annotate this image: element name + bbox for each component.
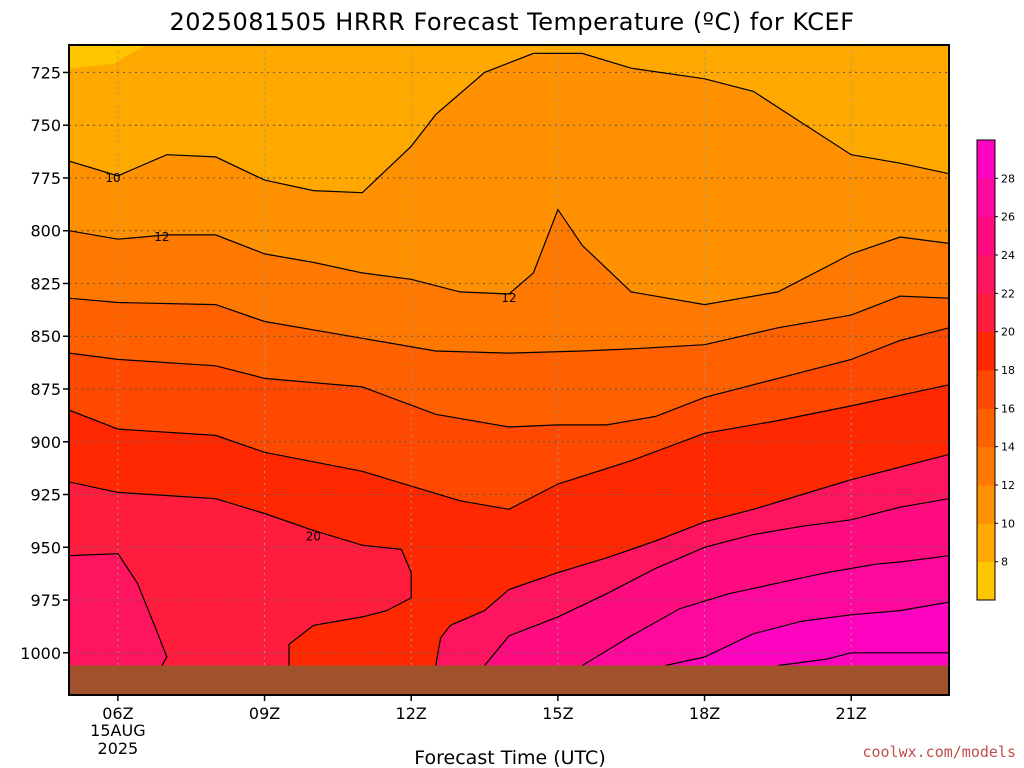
band-fill-8-10-top xyxy=(69,45,949,193)
colorbar-segment xyxy=(977,216,995,256)
credit-text: coolwx.com/models xyxy=(862,743,1016,761)
isotherm-14 xyxy=(69,295,949,354)
isotherm-16 xyxy=(69,327,949,428)
y-tick-label: 925 xyxy=(30,486,61,505)
x-date-label: 15AUG xyxy=(90,721,145,740)
plot-frame xyxy=(68,44,950,696)
contour-label: 12 xyxy=(154,230,169,244)
isotherm-28 xyxy=(665,601,949,667)
isotherm-10 xyxy=(69,52,949,194)
x-tick-label: 12Z xyxy=(396,704,427,723)
colorbar-label: 14 xyxy=(1001,441,1015,454)
x-axis-title: Forecast Time (UTC) xyxy=(414,747,605,768)
temperature-fill-layer xyxy=(69,45,949,695)
colorbar-segment xyxy=(977,446,995,486)
x-tick-label: 21Z xyxy=(836,704,867,723)
x-year-label: 2025 xyxy=(98,739,139,758)
isotherm-22 xyxy=(435,453,949,666)
colorbar-label: 10 xyxy=(1001,517,1015,530)
contour-label: 12 xyxy=(501,291,516,305)
colorbar-label: 22 xyxy=(1001,287,1015,300)
colorbar-segment xyxy=(977,178,995,218)
colorbar-label: 20 xyxy=(1001,326,1015,339)
isotherm-24 xyxy=(484,498,949,666)
colorbar-segment xyxy=(977,370,995,409)
colorbar-segment xyxy=(977,140,995,179)
colorbar-label: 24 xyxy=(1001,249,1015,262)
y-tick-label: 875 xyxy=(30,380,61,399)
y-tick-label: 900 xyxy=(30,433,61,452)
grid-lines xyxy=(69,45,949,695)
colorbar-label: 12 xyxy=(1001,479,1015,492)
x-tick-label: 18Z xyxy=(689,704,720,723)
isotherm-22 xyxy=(69,552,168,666)
contour-label: 20 xyxy=(306,530,321,544)
y-tick-label: 850 xyxy=(30,327,61,346)
colorbar-label: 16 xyxy=(1001,402,1015,415)
isotherm-18 xyxy=(69,384,949,510)
x-tick-label: 06Z xyxy=(102,704,133,723)
colorbar-segment xyxy=(977,293,995,333)
colorbar-label: 18 xyxy=(1001,364,1015,377)
y-tick-label: 825 xyxy=(30,274,61,293)
isotherm-12 xyxy=(69,208,949,306)
colorbar-label: 28 xyxy=(1001,172,1015,185)
y-tick-label: 800 xyxy=(30,222,61,241)
y-tick-label: 750 xyxy=(30,116,61,135)
y-tick-label: 975 xyxy=(30,591,61,610)
y-axis: 725 750 775 800 825 850 875 900 925 950 975 1000 xyxy=(20,63,69,663)
ground-surface-fill xyxy=(69,665,949,695)
chart-title: 2025081505 HRRR Forecast Temperature (ºC… xyxy=(169,8,854,36)
isotherm-lines xyxy=(69,52,949,667)
isotherm-26 xyxy=(581,555,949,667)
isotherm-20 xyxy=(69,481,412,666)
band-fill-below-8-top xyxy=(69,45,148,69)
isotherm-29 xyxy=(777,652,949,667)
colorbar-segment xyxy=(977,331,995,371)
ground-surface xyxy=(69,665,949,695)
colorbar-segment xyxy=(977,408,995,448)
x-tick-label: 09Z xyxy=(249,704,280,723)
colorbar-label: 8 xyxy=(1001,556,1008,569)
colorbar-segment xyxy=(977,255,995,294)
contour-labels: 10 12 12 20 xyxy=(105,171,516,544)
colorbar-segment xyxy=(977,523,995,563)
contour-label: 10 xyxy=(105,171,120,185)
colorbar: 8 10 12 14 16 18 20 22 24 26 28 xyxy=(976,139,1015,601)
y-tick-label: 1000 xyxy=(20,644,61,663)
colorbar-label: 26 xyxy=(1001,211,1015,224)
colorbar-segment xyxy=(977,561,995,601)
colorbar-segment xyxy=(977,485,995,524)
band-fill-above-22 xyxy=(69,553,167,695)
y-tick-label: 725 xyxy=(30,63,61,82)
x-tick-label: 15Z xyxy=(542,704,573,723)
y-tick-label: 775 xyxy=(30,169,61,188)
y-tick-label: 950 xyxy=(30,538,61,557)
